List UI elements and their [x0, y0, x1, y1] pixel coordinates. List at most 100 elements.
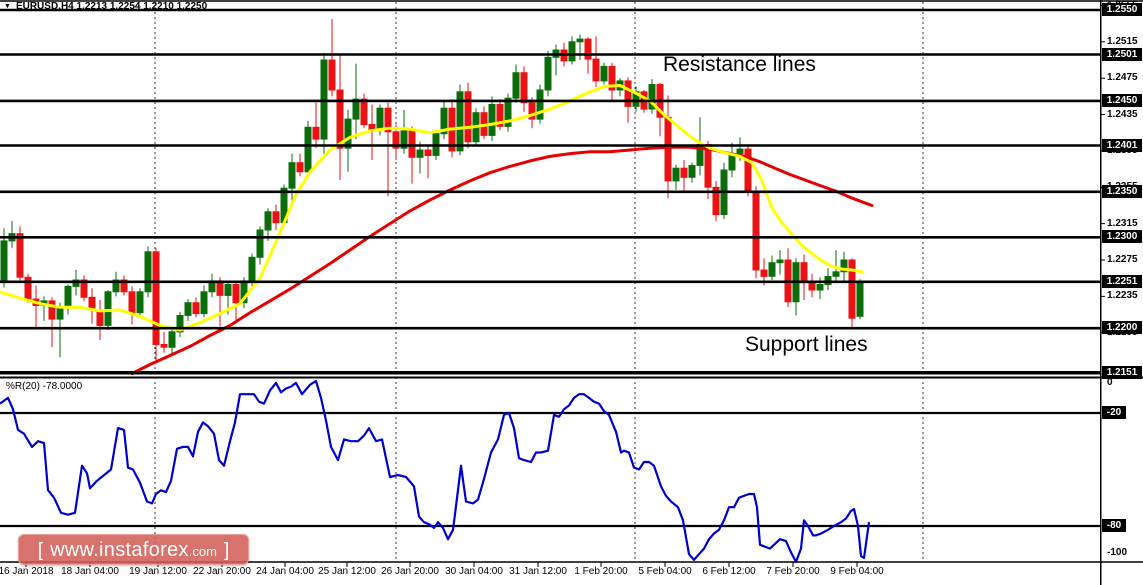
wpr-axis-label: 0	[1107, 377, 1113, 388]
time-label: 26 Jan 20:00	[381, 566, 439, 577]
annotation-resistance-lines[interactable]: Resistance lines	[663, 53, 816, 76]
instaforex-watermark: [ www.instaforex .com ]	[18, 534, 249, 565]
candle-bullish	[416, 149, 424, 158]
candle-bullish	[576, 38, 584, 43]
candle-bullish	[168, 331, 176, 348]
candle-bullish	[832, 271, 840, 277]
candle-bullish	[600, 65, 608, 82]
price-scale[interactable]: 1.25551.25151.24751.24351.23951.23551.23…	[1100, 0, 1143, 585]
candle-bearish	[424, 149, 432, 156]
candle-bullish	[0, 240, 8, 282]
price-axis-label: 1.2275	[1107, 254, 1138, 265]
candle-bullish	[568, 41, 576, 62]
candle-bullish	[72, 279, 80, 287]
candle-bearish	[272, 211, 280, 224]
candle-bullish	[256, 229, 264, 258]
candle-bearish	[760, 269, 768, 277]
price-axis-label: 1.2515	[1107, 35, 1138, 47]
candle-bearish	[128, 291, 136, 314]
price-line-label: 1.2401	[1102, 138, 1142, 152]
time-label: 30 Jan 04:00	[445, 566, 503, 577]
candle-bearish	[800, 262, 808, 284]
candle-bullish	[856, 282, 864, 317]
candle-bullish	[400, 130, 408, 149]
candle-bullish	[288, 162, 296, 189]
price-line-label: 1.2550	[1102, 3, 1142, 16]
candle-bullish	[224, 284, 232, 296]
time-label: 6 Feb 12:00	[702, 566, 756, 577]
price-axis-label: 1.2235	[1107, 290, 1138, 302]
candle-bearish	[584, 38, 592, 60]
candle-bullish	[456, 91, 464, 152]
candle-bearish	[336, 89, 344, 149]
candle-bullish	[504, 97, 512, 127]
watermark-domain: www.instaforex	[50, 539, 189, 561]
candle-bullish	[672, 167, 680, 182]
candle-bearish	[384, 107, 392, 133]
candle-bullish	[488, 104, 496, 136]
time-label: 9 Feb 04:00	[830, 566, 884, 577]
price-line-label: 1.2501	[1102, 47, 1142, 61]
time-label: 22 Jan 20:00	[193, 566, 251, 577]
candle-bearish	[752, 191, 760, 271]
candle-bearish	[296, 162, 304, 173]
candle-bearish	[408, 130, 416, 158]
candle-bullish	[536, 89, 544, 120]
watermark-tld: .com	[188, 544, 217, 559]
time-axis[interactable]: 16 Jan 2018 18 Jan 04:00 19 Jan 12:00 22 Ja…	[0, 562, 1143, 585]
watermark-bracket-right: ]	[223, 540, 230, 561]
candle-bearish	[232, 284, 240, 304]
candle-bullish	[352, 98, 360, 120]
ma-slow-red-line	[130, 145, 874, 376]
price-axis-label: 1.2435	[1107, 108, 1138, 120]
watermark-bracket-left: [	[37, 540, 44, 561]
candle-bullish	[344, 118, 352, 149]
candle-bullish	[440, 107, 448, 135]
price-line-label: 1.2200	[1102, 321, 1142, 335]
candle-bearish	[712, 186, 720, 216]
chart-title: ▼ EURUSD,H4 1.2213 1.2254 1.2210 1.2250	[4, 1, 207, 12]
time-label: 16 Jan 2018	[0, 566, 54, 577]
candle-bullish	[112, 279, 120, 293]
candle-bullish	[816, 284, 824, 291]
candle-bearish	[192, 302, 200, 315]
candle-bullish	[200, 291, 208, 315]
candle-bearish	[16, 233, 24, 278]
time-label: 25 Jan 12:00	[318, 566, 376, 577]
candle-bullish	[544, 56, 552, 91]
candle-bullish	[176, 315, 184, 333]
candle-bearish	[528, 102, 536, 120]
price-line-label: 1.2251	[1102, 274, 1142, 288]
candle-bearish	[48, 300, 56, 320]
candle-bearish	[624, 80, 632, 107]
candle-bullish	[184, 302, 192, 316]
candle-bullish	[320, 59, 328, 140]
candle-bearish	[392, 131, 400, 149]
price-axis-label: 1.2475	[1107, 72, 1138, 84]
candle-bullish	[248, 256, 256, 282]
price-line-label: 1.2350	[1102, 184, 1142, 198]
candle-bullish	[136, 291, 144, 314]
candle-bullish	[304, 126, 312, 173]
time-label: 19 Jan 12:00	[129, 566, 187, 577]
candle-bearish	[80, 279, 88, 298]
candle-bearish	[608, 65, 616, 91]
annotation-support-lines[interactable]: Support lines	[745, 333, 868, 356]
price-line-label: 1.2151	[1102, 365, 1142, 379]
time-label: 24 Jan 04:00	[256, 566, 314, 577]
wpr-line	[0, 379, 871, 563]
candle-bullish	[736, 148, 744, 155]
candle-bearish	[496, 104, 504, 127]
wpr-level-label: -80	[1102, 519, 1126, 532]
time-label: 5 Feb 04:00	[638, 566, 692, 577]
candle-bearish	[848, 259, 856, 319]
candle-bearish	[808, 282, 816, 291]
candle-bearish	[464, 91, 472, 143]
candle-bullish	[840, 259, 848, 273]
wpr-level-label: -20	[1102, 406, 1126, 419]
candle-bearish	[152, 251, 160, 345]
candle-bearish	[312, 126, 320, 140]
candle-bearish	[160, 344, 168, 348]
